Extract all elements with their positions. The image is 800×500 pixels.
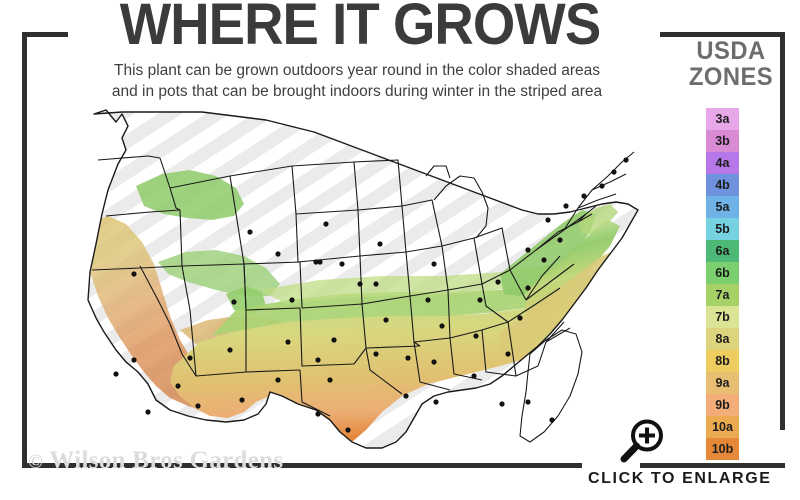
subtitle-line-1: This plant can be grown outdoors year ro… bbox=[114, 62, 600, 79]
legend-zone-7b: 7b bbox=[706, 306, 739, 328]
legend-zone-10b: 10b bbox=[706, 438, 739, 460]
legend-zone-9b: 9b bbox=[706, 394, 739, 416]
page-subtitle: This plant can be grown outdoors year ro… bbox=[42, 60, 672, 102]
legend-title: USDA ZONES bbox=[679, 38, 784, 90]
usda-hardiness-map[interactable] bbox=[30, 104, 670, 456]
watermark: © Wilson Bros Gardens bbox=[28, 447, 283, 475]
legend-zone-7a: 7a bbox=[706, 284, 739, 306]
legend-zone-9a: 9a bbox=[706, 372, 739, 394]
legend-zone-8b: 8b bbox=[706, 350, 739, 372]
frame-border-bottom-left bbox=[22, 463, 582, 468]
legend-zone-8a: 8a bbox=[706, 328, 739, 350]
legend-zone-5b: 5b bbox=[706, 218, 739, 240]
legend-zone-3a: 3a bbox=[706, 108, 739, 130]
frame-border-bottom-right bbox=[640, 463, 785, 468]
magnifier-plus-icon[interactable] bbox=[616, 418, 666, 464]
subtitle-line-2: and in pots that can be brought indoors … bbox=[111, 83, 603, 100]
watermark-text: Wilson Bros Gardens bbox=[49, 447, 284, 474]
map-svg bbox=[87, 109, 639, 449]
legend-title-line-1: USDA bbox=[696, 37, 766, 65]
legend-zone-4a: 4a bbox=[706, 152, 739, 174]
usda-zone-legend: 3a 3b 4a 4b 5a 5b 6a 6b 7a 7b 8a 8b 9a 9b 10a 10b bbox=[706, 108, 739, 460]
legend-title-line-2: ZONES bbox=[688, 63, 774, 91]
legend-zone-6a: 6a bbox=[706, 240, 739, 262]
map-city-dots bbox=[113, 157, 629, 433]
legend-zone-10a: 10a bbox=[706, 416, 739, 438]
legend-zone-4b: 4b bbox=[706, 174, 739, 196]
legend-zone-3b: 3b bbox=[706, 130, 739, 152]
frame-border-left bbox=[22, 32, 27, 468]
page-title: WHERE IT GROWS bbox=[119, 0, 601, 57]
frame-border-top-left bbox=[22, 32, 68, 37]
frame-border-right bbox=[780, 32, 785, 430]
copyright-symbol: © bbox=[28, 451, 44, 473]
legend-zone-6b: 6b bbox=[706, 262, 739, 284]
legend-zone-5a: 5a bbox=[706, 196, 739, 218]
click-to-enlarge-label[interactable]: CLICK TO ENLARGE bbox=[588, 470, 772, 487]
frame-border-top-right bbox=[660, 32, 785, 37]
